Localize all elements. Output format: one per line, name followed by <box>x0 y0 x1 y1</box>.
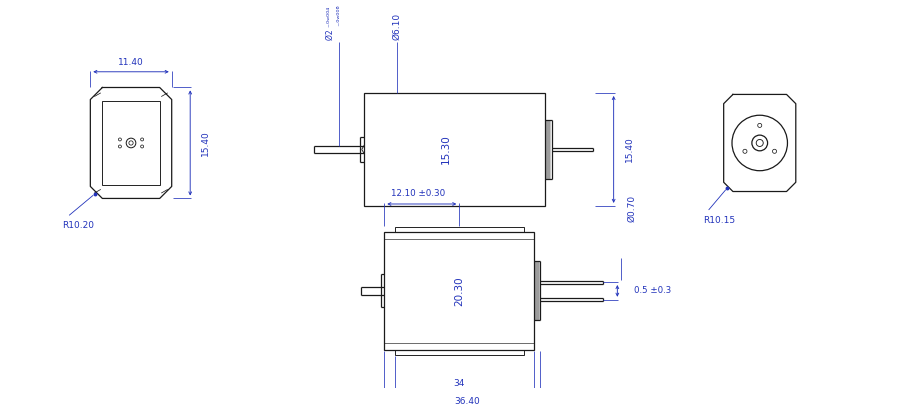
Text: Ø0.70: Ø0.70 <box>627 196 636 223</box>
Text: 34: 34 <box>454 379 465 388</box>
Text: 20.30: 20.30 <box>454 276 464 306</box>
Text: 0.5 ±0.3: 0.5 ±0.3 <box>634 286 671 295</box>
Text: 12.10 ±0.30: 12.10 ±0.30 <box>391 189 446 198</box>
Bar <box>364 93 544 206</box>
Text: R10.20: R10.20 <box>63 221 94 229</box>
Text: 11.40: 11.40 <box>118 58 144 67</box>
Bar <box>384 232 534 350</box>
Text: 36.40: 36.40 <box>454 397 480 404</box>
Bar <box>103 101 159 185</box>
Text: Ø2 ⁻⁰ʷ⁰⁰⁴
      ⁻⁰ʷ⁰⁰⁶: Ø2 ⁻⁰ʷ⁰⁰⁴ ⁻⁰ʷ⁰⁰⁶ <box>326 6 345 40</box>
Bar <box>395 227 524 232</box>
Text: 15.40: 15.40 <box>202 130 211 156</box>
Text: 15.30: 15.30 <box>440 135 450 164</box>
Bar <box>395 350 524 355</box>
Text: R10.15: R10.15 <box>703 216 735 225</box>
Text: Ø6.10: Ø6.10 <box>392 13 401 40</box>
Text: 15.40: 15.40 <box>625 137 634 162</box>
